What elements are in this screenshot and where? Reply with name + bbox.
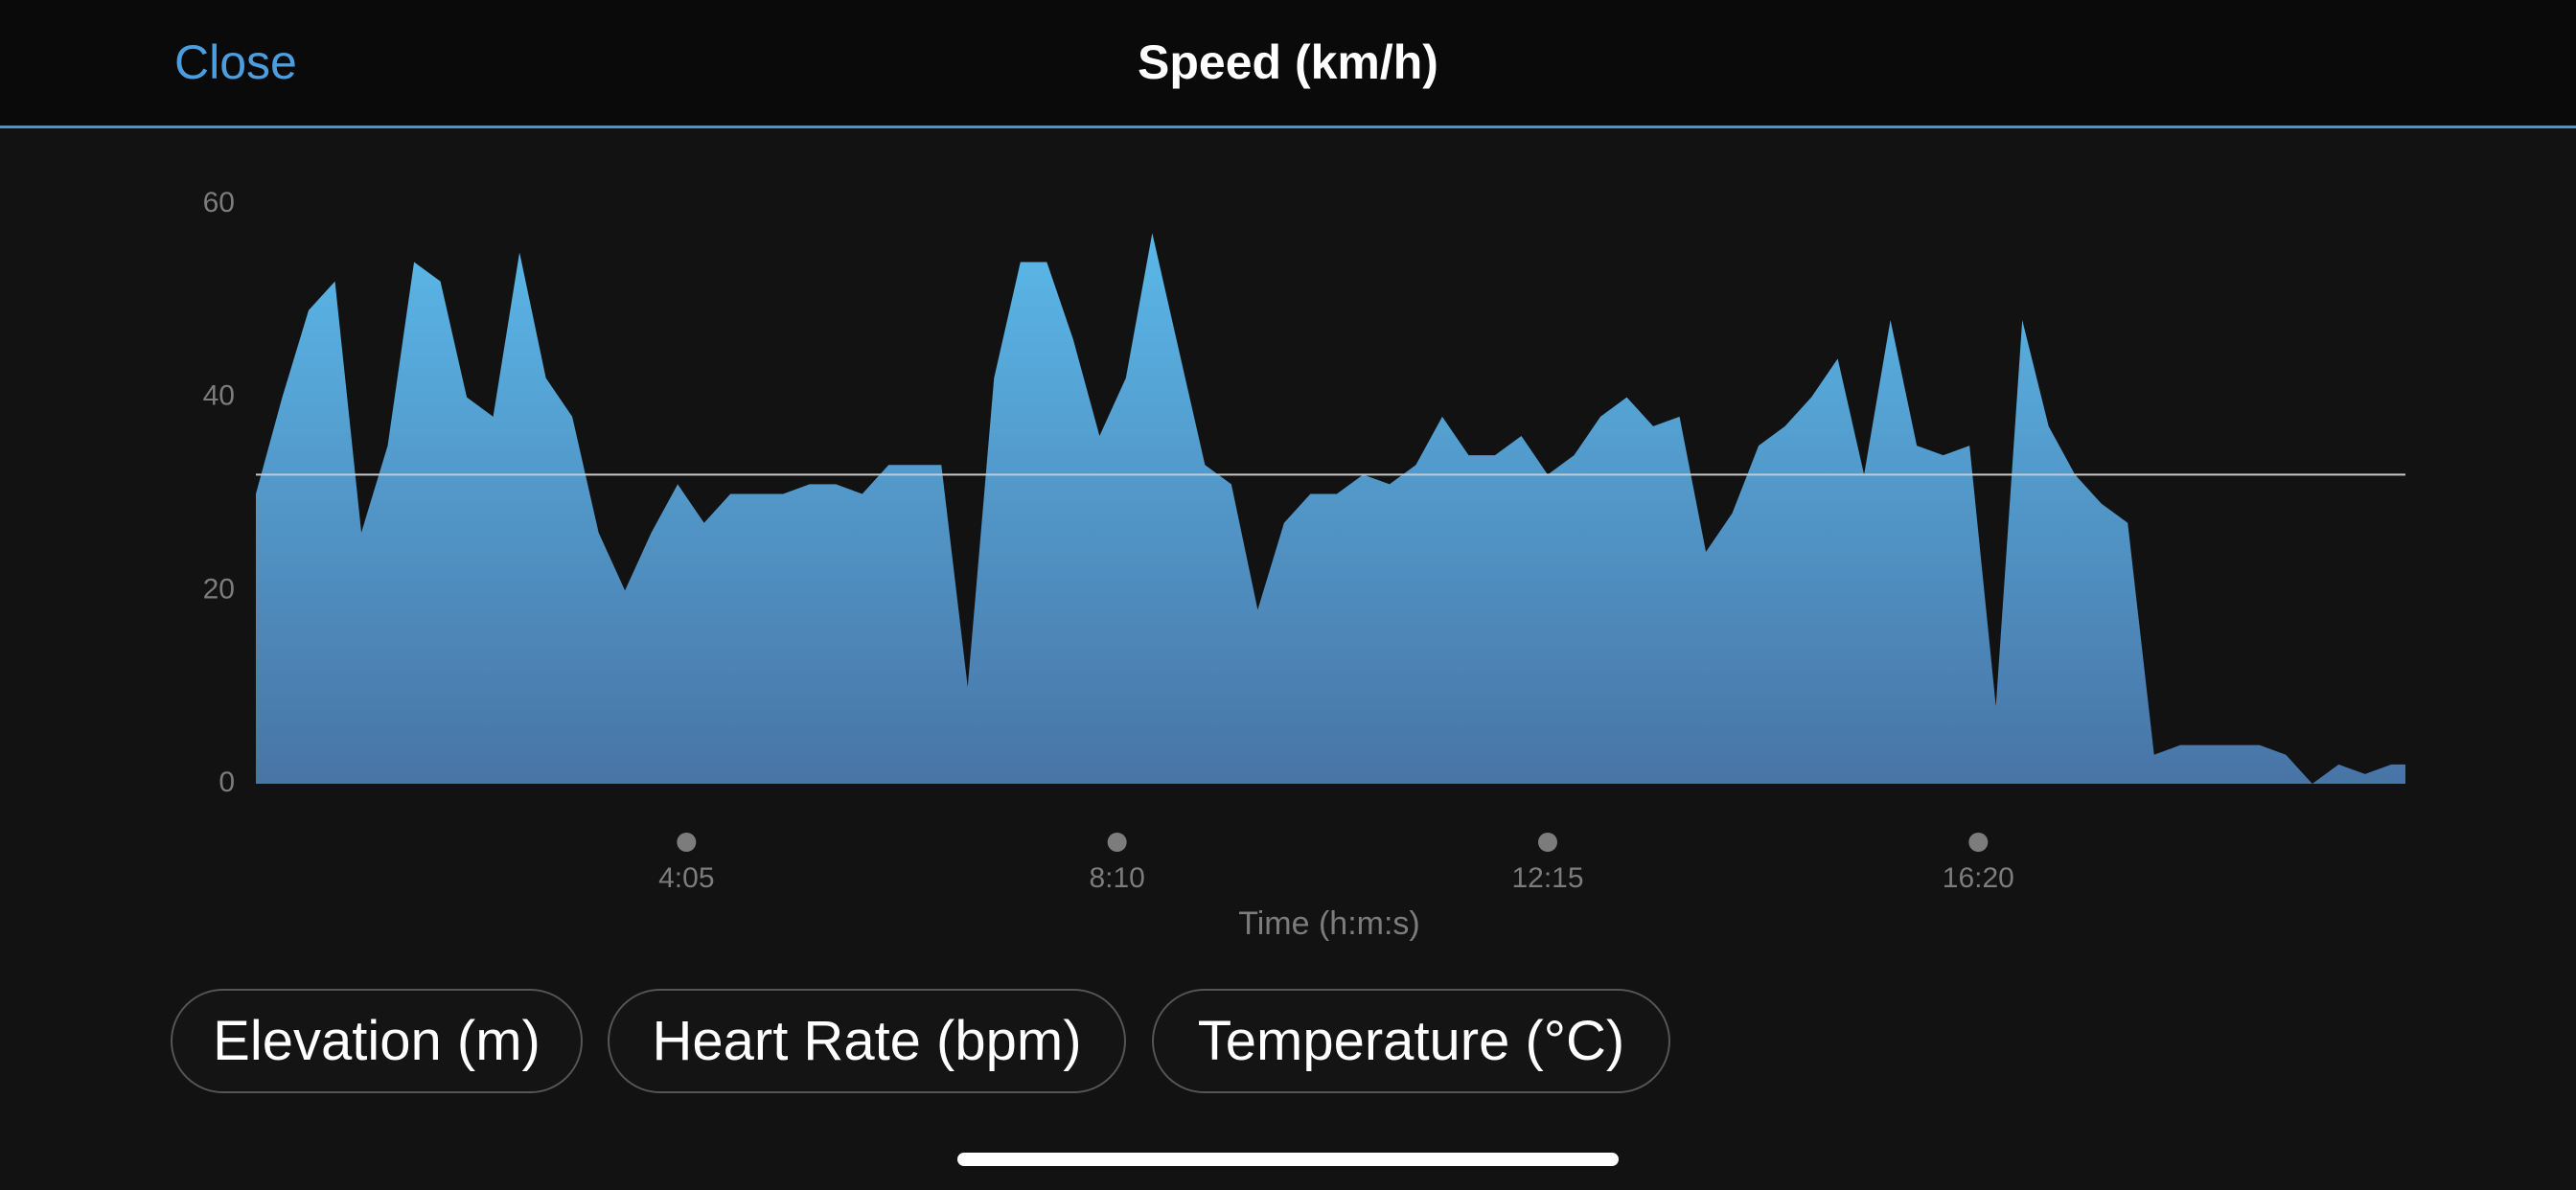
- x-tick-label: 16:20: [1943, 862, 2014, 894]
- y-tick-label: 60: [203, 187, 235, 218]
- x-tick-label: 4:05: [658, 862, 714, 894]
- close-button[interactable]: Close: [174, 35, 297, 89]
- y-tick-label: 0: [218, 767, 235, 798]
- temperature-button[interactable]: Temperature (°C): [1152, 989, 1670, 1093]
- header: Close Speed (km/h): [0, 0, 2576, 128]
- home-indicator: [957, 1153, 1619, 1166]
- x-tick-dot: [1968, 833, 1989, 852]
- speed-area: [256, 233, 2405, 784]
- elevation-button[interactable]: Elevation (m): [171, 989, 583, 1093]
- x-tick-label: 12:15: [1511, 862, 1583, 894]
- header-title: Speed (km/h): [1138, 35, 1438, 89]
- heart-rate-button[interactable]: Heart Rate (bpm): [608, 989, 1126, 1093]
- chart: Time (h:m:s) 0 20 40 60 4:05 8:10 12:15 16:20: [203, 187, 2405, 942]
- x-tick-dot: [677, 833, 697, 852]
- x-tick-dot: [1538, 833, 1558, 852]
- x-tick-label: 8:10: [1089, 862, 1144, 894]
- y-tick-label: 20: [203, 573, 235, 605]
- x-tick-dot: [1107, 833, 1127, 852]
- x-axis-title: Time (h:m:s): [1238, 905, 1420, 942]
- y-tick-label: 40: [203, 380, 235, 412]
